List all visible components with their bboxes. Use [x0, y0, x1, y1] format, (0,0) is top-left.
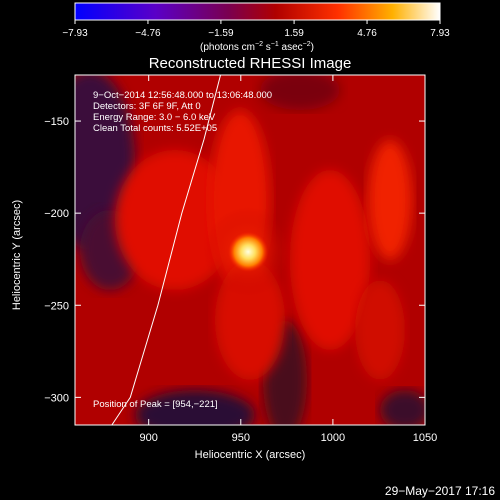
y-tick-label: −200: [44, 208, 69, 220]
colorbar-tick-label: 1.59: [284, 28, 304, 39]
info-annotations: 9−Oct−2014 12:56:48.000 to 13:06:48.000 …: [93, 90, 272, 134]
y-tick-label: −300: [44, 392, 69, 404]
colorbar-tick-label: 4.76: [357, 28, 377, 39]
x-tick-label: 1050: [413, 432, 437, 444]
annotation-clean: Clean Total counts: 5.52E+05: [93, 123, 217, 134]
colorbar-tick-label: 7.93: [430, 28, 450, 39]
colorbar: [75, 3, 440, 20]
y-axis-label: Heliocentric Y (arcsec): [11, 200, 23, 310]
heatmap-image: [75, 75, 425, 425]
annotation-time: 9−Oct−2014 12:56:48.000 to 13:06:48.000: [93, 90, 272, 101]
footer-date: 29−May−2017 17:16: [385, 484, 495, 498]
x-tick-label: 950: [232, 432, 250, 444]
y-tick-label: −150: [44, 116, 69, 128]
colorbar-tick-label: −7.93: [62, 28, 88, 39]
peak-source: [228, 231, 269, 272]
colorbar-tick-label: −4.76: [135, 28, 161, 39]
colorbar-ticks: −7.93 −4.76 −1.59 1.59 4.76 7.93: [62, 20, 450, 39]
x-tick-label: 1000: [321, 432, 345, 444]
chart-title: Reconstructed RHESSI Image: [149, 55, 352, 72]
colorbar-unit-label: (photons cm−2 s−1 asec−2): [200, 41, 314, 53]
annotation-detectors: Detectors: 3F 6F 9F, Att 0: [93, 101, 201, 112]
x-tick-label: 900: [140, 432, 158, 444]
annotation-energy: Energy Range: 3.0 − 6.0 keV: [93, 112, 216, 123]
colorbar-tick-label: −1.59: [208, 28, 234, 39]
x-axis: 900 950 1000 1050: [140, 75, 437, 444]
y-tick-label: −250: [44, 300, 69, 312]
peak-position-label: Position of Peak = [954,−221]: [93, 399, 218, 410]
y-axis: −150 −200 −250 −300: [44, 116, 425, 404]
plot-frame: [74, 74, 426, 426]
solar-limb-curve: [111, 75, 222, 425]
x-axis-label: Heliocentric X (arcsec): [195, 449, 306, 461]
